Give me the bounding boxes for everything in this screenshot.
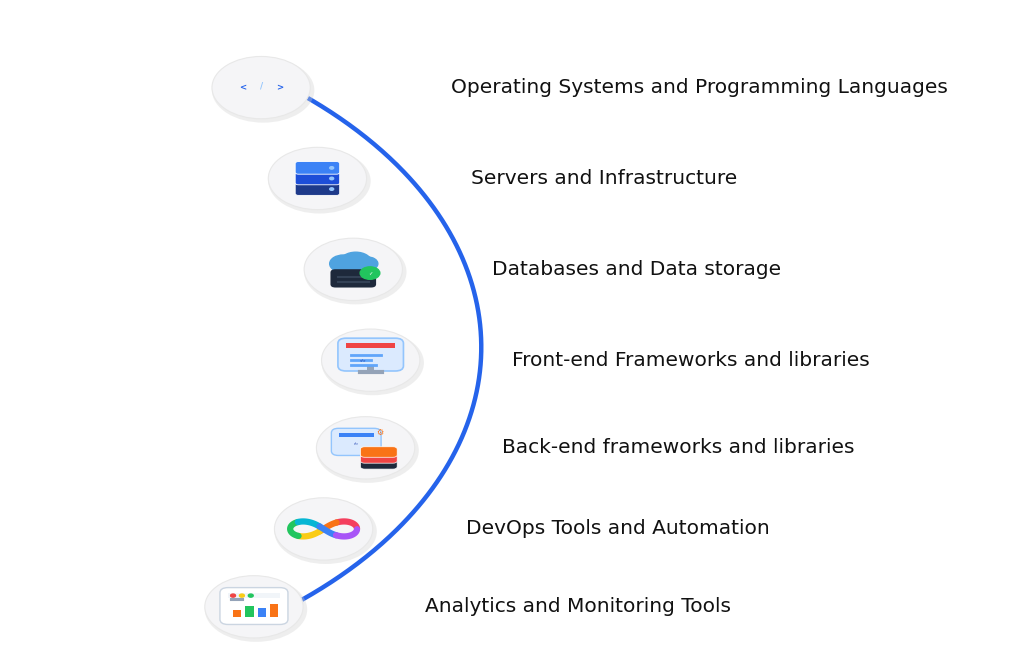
Circle shape [212, 56, 310, 119]
Text: Front-end Frameworks and libraries: Front-end Frameworks and libraries [512, 350, 869, 370]
Text: >: > [276, 83, 284, 92]
Circle shape [248, 594, 253, 597]
FancyBboxPatch shape [367, 366, 375, 372]
Circle shape [330, 167, 334, 169]
FancyBboxPatch shape [332, 428, 381, 456]
Circle shape [322, 330, 424, 395]
Circle shape [330, 188, 334, 190]
Text: </>: </> [353, 443, 358, 447]
Text: DevOps Tools and Automation: DevOps Tools and Automation [466, 519, 770, 539]
FancyBboxPatch shape [246, 606, 254, 617]
FancyBboxPatch shape [270, 604, 279, 617]
FancyBboxPatch shape [295, 183, 340, 195]
FancyBboxPatch shape [220, 587, 288, 624]
Circle shape [340, 252, 372, 272]
Text: ⚙: ⚙ [376, 428, 383, 437]
FancyBboxPatch shape [339, 433, 374, 437]
Circle shape [205, 577, 307, 642]
Text: Operating Systems and Programming Languages: Operating Systems and Programming Langua… [451, 78, 947, 97]
Circle shape [316, 417, 415, 479]
Text: Analytics and Monitoring Tools: Analytics and Monitoring Tools [425, 597, 731, 617]
Circle shape [205, 576, 303, 638]
Circle shape [330, 177, 334, 180]
Text: /: / [259, 82, 263, 91]
FancyBboxPatch shape [233, 610, 242, 617]
Text: Servers and Infrastructure: Servers and Infrastructure [471, 169, 737, 188]
Text: </>: </> [360, 359, 367, 363]
Circle shape [304, 238, 402, 300]
Text: Databases and Data storage: Databases and Data storage [492, 260, 780, 279]
Circle shape [268, 149, 371, 214]
Circle shape [212, 58, 314, 123]
FancyBboxPatch shape [346, 343, 395, 348]
Circle shape [240, 594, 245, 597]
FancyBboxPatch shape [295, 162, 340, 174]
Circle shape [356, 257, 378, 271]
Circle shape [268, 147, 367, 210]
Text: Back-end frameworks and libraries: Back-end frameworks and libraries [502, 438, 854, 458]
Circle shape [230, 594, 236, 597]
Circle shape [340, 258, 367, 276]
FancyBboxPatch shape [338, 338, 403, 371]
Circle shape [304, 239, 407, 304]
Text: ✓: ✓ [368, 271, 373, 276]
FancyBboxPatch shape [295, 172, 340, 185]
FancyBboxPatch shape [258, 608, 266, 617]
FancyBboxPatch shape [360, 459, 397, 469]
Circle shape [316, 418, 419, 483]
Circle shape [322, 329, 420, 391]
FancyBboxPatch shape [360, 453, 397, 463]
FancyBboxPatch shape [360, 447, 397, 458]
Circle shape [274, 498, 373, 560]
Text: <: < [239, 83, 246, 92]
Circle shape [360, 267, 380, 279]
Circle shape [274, 499, 377, 564]
Circle shape [330, 255, 357, 273]
FancyBboxPatch shape [331, 269, 376, 288]
FancyBboxPatch shape [228, 593, 280, 598]
